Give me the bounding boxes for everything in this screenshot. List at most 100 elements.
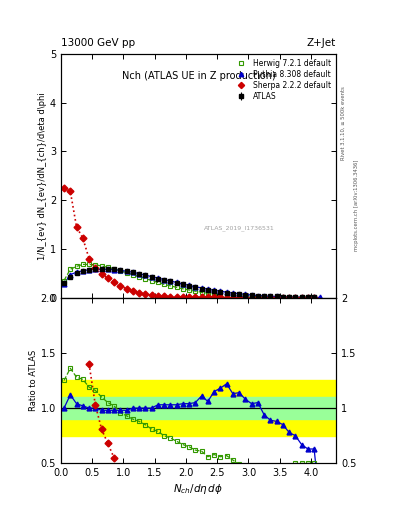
Sherpa 2.2.2 default <box>162 293 167 300</box>
Sherpa 2.2.2 default <box>124 286 129 292</box>
Line: Herwig 7.2.1 default: Herwig 7.2.1 default <box>62 262 317 300</box>
Sherpa 2.2.2 default <box>68 188 73 195</box>
Pythia 8.308 default <box>137 271 141 277</box>
Sherpa 2.2.2 default <box>299 294 304 301</box>
Pythia 8.308 default <box>87 267 92 273</box>
Pythia 8.308 default <box>156 275 160 281</box>
Sherpa 2.2.2 default <box>81 235 85 241</box>
Pythia 8.308 default <box>224 289 229 295</box>
Herwig 7.2.1 default <box>74 263 79 269</box>
Herwig 7.2.1 default <box>137 273 141 280</box>
Sherpa 2.2.2 default <box>255 294 260 301</box>
Herwig 7.2.1 default <box>99 263 104 269</box>
Pythia 8.308 default <box>143 272 148 278</box>
Herwig 7.2.1 default <box>206 290 210 296</box>
Y-axis label: Ratio to ATLAS: Ratio to ATLAS <box>29 350 38 411</box>
Sherpa 2.2.2 default <box>230 294 235 301</box>
Sherpa 2.2.2 default <box>137 290 141 296</box>
Sherpa 2.2.2 default <box>62 185 66 191</box>
Text: 13000 GeV pp: 13000 GeV pp <box>61 38 135 48</box>
Herwig 7.2.1 default <box>299 294 304 301</box>
Legend: Herwig 7.2.1 default, Pythia 8.308 default, Sherpa 2.2.2 default, ATLAS: Herwig 7.2.1 default, Pythia 8.308 defau… <box>231 57 332 102</box>
Pythia 8.308 default <box>74 269 79 275</box>
Pythia 8.308 default <box>99 266 104 272</box>
Pythia 8.308 default <box>124 268 129 274</box>
Pythia 8.308 default <box>62 281 66 287</box>
Pythia 8.308 default <box>162 276 167 283</box>
Sherpa 2.2.2 default <box>99 271 104 277</box>
Line: Sherpa 2.2.2 default: Sherpa 2.2.2 default <box>62 185 317 300</box>
Sherpa 2.2.2 default <box>180 294 185 300</box>
Pythia 8.308 default <box>287 294 292 300</box>
Pythia 8.308 default <box>312 294 316 301</box>
Sherpa 2.2.2 default <box>130 288 135 294</box>
Sherpa 2.2.2 default <box>293 294 298 301</box>
Pythia 8.308 default <box>212 287 217 293</box>
Herwig 7.2.1 default <box>130 271 135 278</box>
Herwig 7.2.1 default <box>199 289 204 295</box>
Herwig 7.2.1 default <box>281 294 285 300</box>
Text: ATLAS_2019_I1736531: ATLAS_2019_I1736531 <box>204 225 275 231</box>
Sherpa 2.2.2 default <box>87 255 92 262</box>
Sherpa 2.2.2 default <box>105 275 110 281</box>
Pythia 8.308 default <box>281 294 285 300</box>
Herwig 7.2.1 default <box>249 293 254 300</box>
Pythia 8.308 default <box>230 290 235 296</box>
Pythia 8.308 default <box>237 291 241 297</box>
Herwig 7.2.1 default <box>81 261 85 267</box>
Herwig 7.2.1 default <box>112 266 116 272</box>
Pythia 8.308 default <box>243 291 248 297</box>
Sherpa 2.2.2 default <box>206 294 210 301</box>
Herwig 7.2.1 default <box>93 262 97 268</box>
Herwig 7.2.1 default <box>87 261 92 267</box>
Sherpa 2.2.2 default <box>156 293 160 299</box>
Pythia 8.308 default <box>249 292 254 298</box>
Sherpa 2.2.2 default <box>268 294 273 301</box>
Herwig 7.2.1 default <box>230 292 235 298</box>
Text: Rivet 3.1.10, ≥ 500k events: Rivet 3.1.10, ≥ 500k events <box>341 86 346 160</box>
Pythia 8.308 default <box>180 281 185 287</box>
Herwig 7.2.1 default <box>274 294 279 300</box>
Sherpa 2.2.2 default <box>174 294 179 300</box>
Herwig 7.2.1 default <box>268 294 273 300</box>
Sherpa 2.2.2 default <box>168 293 173 300</box>
Y-axis label: 1/N_{ev} dN_{ev}/dN_{ch}/d\eta d\phi: 1/N_{ev} dN_{ev}/dN_{ch}/d\eta d\phi <box>38 92 47 260</box>
Pythia 8.308 default <box>268 293 273 300</box>
Pythia 8.308 default <box>130 269 135 275</box>
Sherpa 2.2.2 default <box>118 283 123 289</box>
X-axis label: $N_{ch}/d\eta\,d\phi$: $N_{ch}/d\eta\,d\phi$ <box>173 482 224 497</box>
Herwig 7.2.1 default <box>118 268 123 274</box>
Text: Nch (ATLAS UE in Z production): Nch (ATLAS UE in Z production) <box>121 71 275 81</box>
Sherpa 2.2.2 default <box>218 294 223 301</box>
Herwig 7.2.1 default <box>156 280 160 286</box>
Herwig 7.2.1 default <box>124 270 129 276</box>
Pythia 8.308 default <box>293 294 298 300</box>
Pythia 8.308 default <box>112 267 116 273</box>
Pythia 8.308 default <box>318 294 323 301</box>
Herwig 7.2.1 default <box>262 294 266 300</box>
Pythia 8.308 default <box>199 285 204 291</box>
Sherpa 2.2.2 default <box>287 294 292 301</box>
Pythia 8.308 default <box>118 267 123 273</box>
Sherpa 2.2.2 default <box>112 279 116 285</box>
Pythia 8.308 default <box>93 266 97 272</box>
Sherpa 2.2.2 default <box>243 294 248 301</box>
Sherpa 2.2.2 default <box>187 294 191 301</box>
Herwig 7.2.1 default <box>287 294 292 301</box>
Herwig 7.2.1 default <box>224 292 229 298</box>
Herwig 7.2.1 default <box>212 291 217 297</box>
Herwig 7.2.1 default <box>174 284 179 290</box>
Sherpa 2.2.2 default <box>74 224 79 230</box>
Pythia 8.308 default <box>187 282 191 288</box>
Sherpa 2.2.2 default <box>274 294 279 301</box>
Pythia 8.308 default <box>218 288 223 294</box>
Herwig 7.2.1 default <box>62 278 66 284</box>
Pythia 8.308 default <box>262 293 266 299</box>
Herwig 7.2.1 default <box>143 275 148 282</box>
Line: Pythia 8.308 default: Pythia 8.308 default <box>62 267 323 300</box>
Sherpa 2.2.2 default <box>237 294 241 301</box>
Sherpa 2.2.2 default <box>281 294 285 301</box>
Pythia 8.308 default <box>149 273 154 280</box>
Pythia 8.308 default <box>274 293 279 300</box>
Sherpa 2.2.2 default <box>143 291 148 297</box>
